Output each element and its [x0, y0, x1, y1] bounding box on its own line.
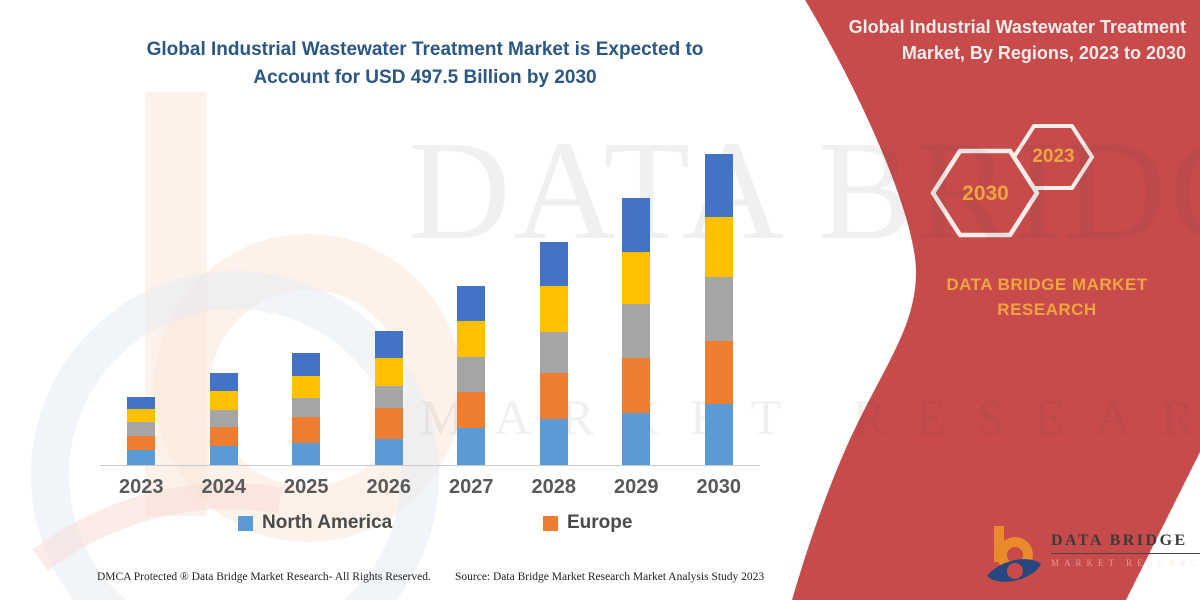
- watermark-b-bowl: [154, 234, 462, 542]
- bar-segment-unlabeled-blue-region: [457, 285, 486, 321]
- bar-segment-unlabeled-blue-region: [704, 154, 733, 218]
- banner-title-line2: Market, By Regions, 2023 to 2030: [901, 43, 1186, 63]
- bar-column-2024: [183, 132, 266, 465]
- bar-segment-unlabeled-gray-region: [292, 397, 321, 417]
- bar-segment-unlabeled-yellow-region: [622, 252, 651, 305]
- logo-text-block: DATA BRIDGE MARKET RESEARCH: [1051, 532, 1200, 568]
- banner-title: Global Industrial Wastewater Treatment M…: [820, 14, 1186, 66]
- legend-swatch-north-america: [238, 515, 253, 531]
- bar-segment-North America: [292, 442, 321, 465]
- bar-segment-Europe: [127, 435, 156, 450]
- banner-title-line1: Global Industrial Wastewater Treatment: [848, 17, 1186, 37]
- bar-segment-unlabeled-yellow-region: [127, 409, 156, 423]
- bar-column-2029: [595, 132, 678, 465]
- bar-segment-unlabeled-yellow-region: [704, 217, 733, 277]
- x-axis-label-2025: 2025: [284, 476, 329, 498]
- logo-subtitle: MARKET RESEARCH: [1051, 558, 1200, 568]
- bar-segment-North America: [457, 428, 486, 465]
- dmca-notice: DMCA Protected ® Data Bridge Market Rese…: [97, 571, 431, 583]
- bar-segment-Europe: [209, 427, 238, 447]
- stacked-bar-2025: [292, 352, 321, 465]
- bar-segment-unlabeled-gray-region: [127, 422, 156, 436]
- hexagon-2030-label: 2030: [962, 182, 1009, 205]
- bar-segment-North America: [127, 449, 156, 465]
- bar-segment-unlabeled-blue-region: [209, 373, 238, 391]
- bar-segment-Europe: [374, 408, 403, 440]
- banner-brand-text: DATA BRIDGE MARKET RESEARCH: [946, 275, 1148, 319]
- source-note: Source: Data Bridge Market Research Mark…: [455, 571, 765, 583]
- stacked-bar-2027: [457, 285, 486, 465]
- x-axis-labels: 2023 2024 2025 2026 2027 2028 2029 2030: [100, 476, 760, 499]
- watermark-d-swoosh: [31, 271, 439, 600]
- bar-column-2026: [348, 132, 431, 465]
- stacked-bar-2026: [374, 331, 403, 465]
- bar-segment-unlabeled-yellow-region: [457, 320, 486, 357]
- bar-segment-Europe: [704, 340, 733, 405]
- bar-segment-unlabeled-yellow-region: [374, 358, 403, 387]
- bar-segment-Europe: [539, 373, 568, 420]
- bar-segment-unlabeled-gray-region: [622, 304, 651, 359]
- x-axis-label-2028: 2028: [531, 476, 577, 498]
- bar-segment-unlabeled-blue-region: [374, 331, 403, 359]
- bar-column-2027: [430, 132, 513, 465]
- x-axis-label-2029: 2029: [614, 476, 659, 498]
- watermark-red-curve: [32, 483, 282, 571]
- bar-segment-unlabeled-blue-region: [127, 396, 156, 410]
- hexagon-2023-label: 2023: [1032, 146, 1075, 167]
- bar-segment-Europe: [622, 358, 651, 413]
- legend-label-north-america: North America: [262, 512, 393, 533]
- chart-title-line1: Global Industrial Wastewater Treatment M…: [146, 39, 704, 60]
- bar-segment-North America: [622, 412, 651, 465]
- bar-segment-unlabeled-gray-region: [704, 276, 733, 341]
- legend-label-europe: Europe: [567, 512, 633, 533]
- stacked-bar-chart: [100, 132, 760, 466]
- bar-segment-unlabeled-gray-region: [539, 331, 568, 374]
- bar-segment-unlabeled-blue-region: [622, 198, 651, 253]
- bar-column-2028: [513, 132, 596, 465]
- chart-title: Global Industrial Wastewater Treatment M…: [95, 36, 755, 92]
- x-axis-label-2024: 2024: [201, 476, 247, 498]
- bar-segment-unlabeled-gray-region: [209, 410, 238, 428]
- x-axis-label-2026: 2026: [366, 476, 412, 498]
- hexagon-2030: [930, 148, 1040, 238]
- x-axis-label-2027: 2027: [449, 476, 494, 498]
- bar-segment-unlabeled-yellow-region: [292, 376, 321, 398]
- bar-segment-North America: [704, 404, 733, 465]
- stacked-bar-2029: [622, 198, 651, 465]
- stacked-bar-2028: [539, 241, 568, 465]
- bar-segment-unlabeled-yellow-region: [209, 390, 238, 411]
- hexagon-2023: [1012, 124, 1094, 190]
- stacked-bar-2024: [209, 373, 238, 465]
- bar-segment-North America: [539, 419, 568, 465]
- legend-swatch-europe: [543, 515, 558, 531]
- bar-segment-unlabeled-yellow-region: [539, 285, 568, 332]
- bar-column-2023: [100, 132, 183, 465]
- banner-shape: [792, 0, 1200, 600]
- stacked-bar-2023: [127, 396, 156, 465]
- legend-item-europe: Europe: [543, 512, 632, 534]
- bar-segment-unlabeled-blue-region: [539, 241, 568, 286]
- data-bridge-logo-icon: [987, 526, 1041, 582]
- bar-column-2025: [265, 132, 348, 465]
- bar-segment-Europe: [292, 416, 321, 443]
- bar-segment-Europe: [457, 391, 486, 429]
- logo-d-hole: [1007, 563, 1023, 579]
- data-bridge-logo: DATA BRIDGE MARKET RESEARCH: [985, 522, 1200, 590]
- chart-title-line2: Account for USD 497.5 Billion by 2030: [253, 67, 597, 88]
- bar-segment-unlabeled-gray-region: [457, 356, 486, 392]
- legend-item-north-america: North America: [238, 512, 392, 534]
- bar-segment-North America: [374, 439, 403, 465]
- logo-name: DATA BRIDGE: [1051, 532, 1200, 554]
- x-axis-label-2030: 2030: [696, 476, 742, 498]
- stacked-bar-2030: [704, 154, 733, 465]
- bar-column-2030: [678, 132, 761, 465]
- bar-segment-unlabeled-blue-region: [292, 352, 321, 377]
- x-axis-label-2023: 2023: [119, 476, 164, 498]
- bar-segment-North America: [209, 446, 238, 465]
- bar-segment-unlabeled-gray-region: [374, 386, 403, 409]
